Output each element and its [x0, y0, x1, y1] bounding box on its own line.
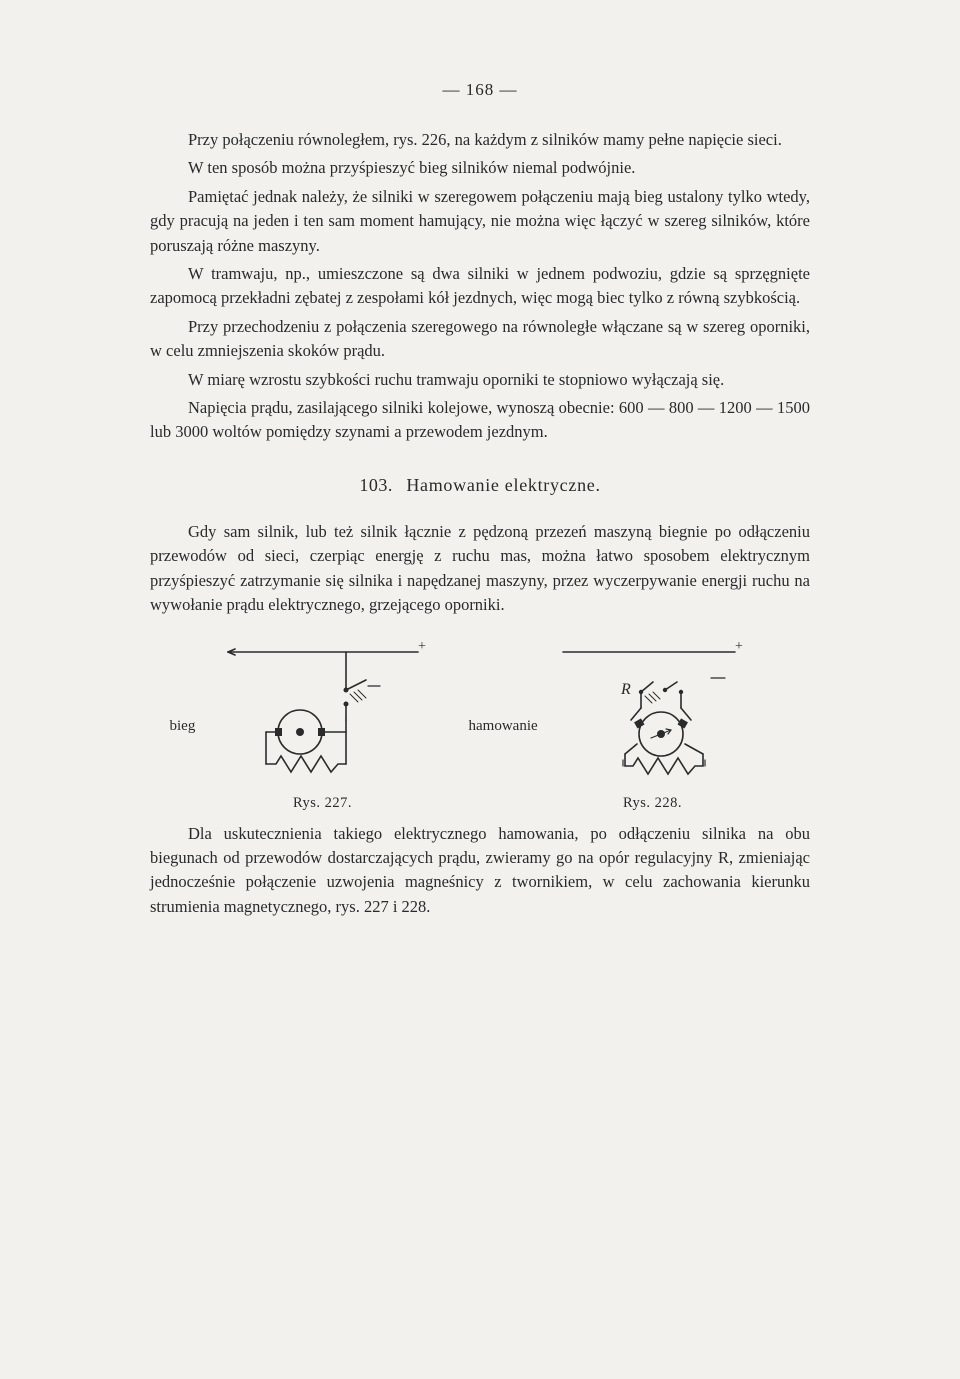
paragraph-6: W miarę wzrostu szybkości ruchu tramwaju…	[150, 368, 810, 392]
figure-227: bieg +	[208, 642, 438, 812]
section-number: 103.	[359, 475, 393, 495]
fig228-label-hamowanie: hamowanie	[469, 718, 538, 735]
svg-text:+: +	[735, 642, 743, 654]
paragraph-2: W ten sposób można przyśpieszyć bieg sil…	[150, 156, 810, 180]
paragraph-5: Przy przechodzeniu z połączenia szeregow…	[150, 315, 810, 364]
figures-row: bieg +	[150, 642, 810, 812]
figure-228-caption: Rys. 228.	[623, 795, 682, 812]
paragraph-4: W tramwaju, np., umieszczone są dwa siln…	[150, 262, 810, 311]
section-heading: 103. Hamowanie elektryczne.	[150, 475, 810, 496]
paragraph-7: Napięcia prądu, zasilającego silniki kol…	[150, 396, 810, 445]
figure-227-caption: Rys. 227.	[293, 795, 352, 812]
section-title: Hamowanie elektryczne.	[406, 475, 600, 495]
page-number: — 168 —	[150, 80, 810, 100]
figure-227-svg-wrap: bieg +	[208, 642, 438, 787]
figure-228-svg-wrap: hamowanie + R	[553, 642, 753, 787]
figure-228: hamowanie + R	[553, 642, 753, 812]
paragraph-3: Pamiętać jednak należy, że silniki w sze…	[150, 185, 810, 258]
fig228-schematic-icon: + R	[553, 642, 753, 782]
svg-text:R: R	[620, 681, 631, 698]
fig227-schematic-icon: +	[208, 642, 438, 782]
paragraph-9: Dla uskutecznienia takiego elektrycznego…	[150, 822, 810, 920]
svg-text:+: +	[418, 642, 426, 654]
page: — 168 — Przy połączeniu równoległem, rys…	[0, 0, 960, 983]
paragraph-1: Przy połączeniu równoległem, rys. 226, n…	[150, 128, 810, 152]
fig227-label-bieg: bieg	[170, 718, 196, 735]
paragraph-8: Gdy sam silnik, lub też silnik łącznie z…	[150, 520, 810, 618]
